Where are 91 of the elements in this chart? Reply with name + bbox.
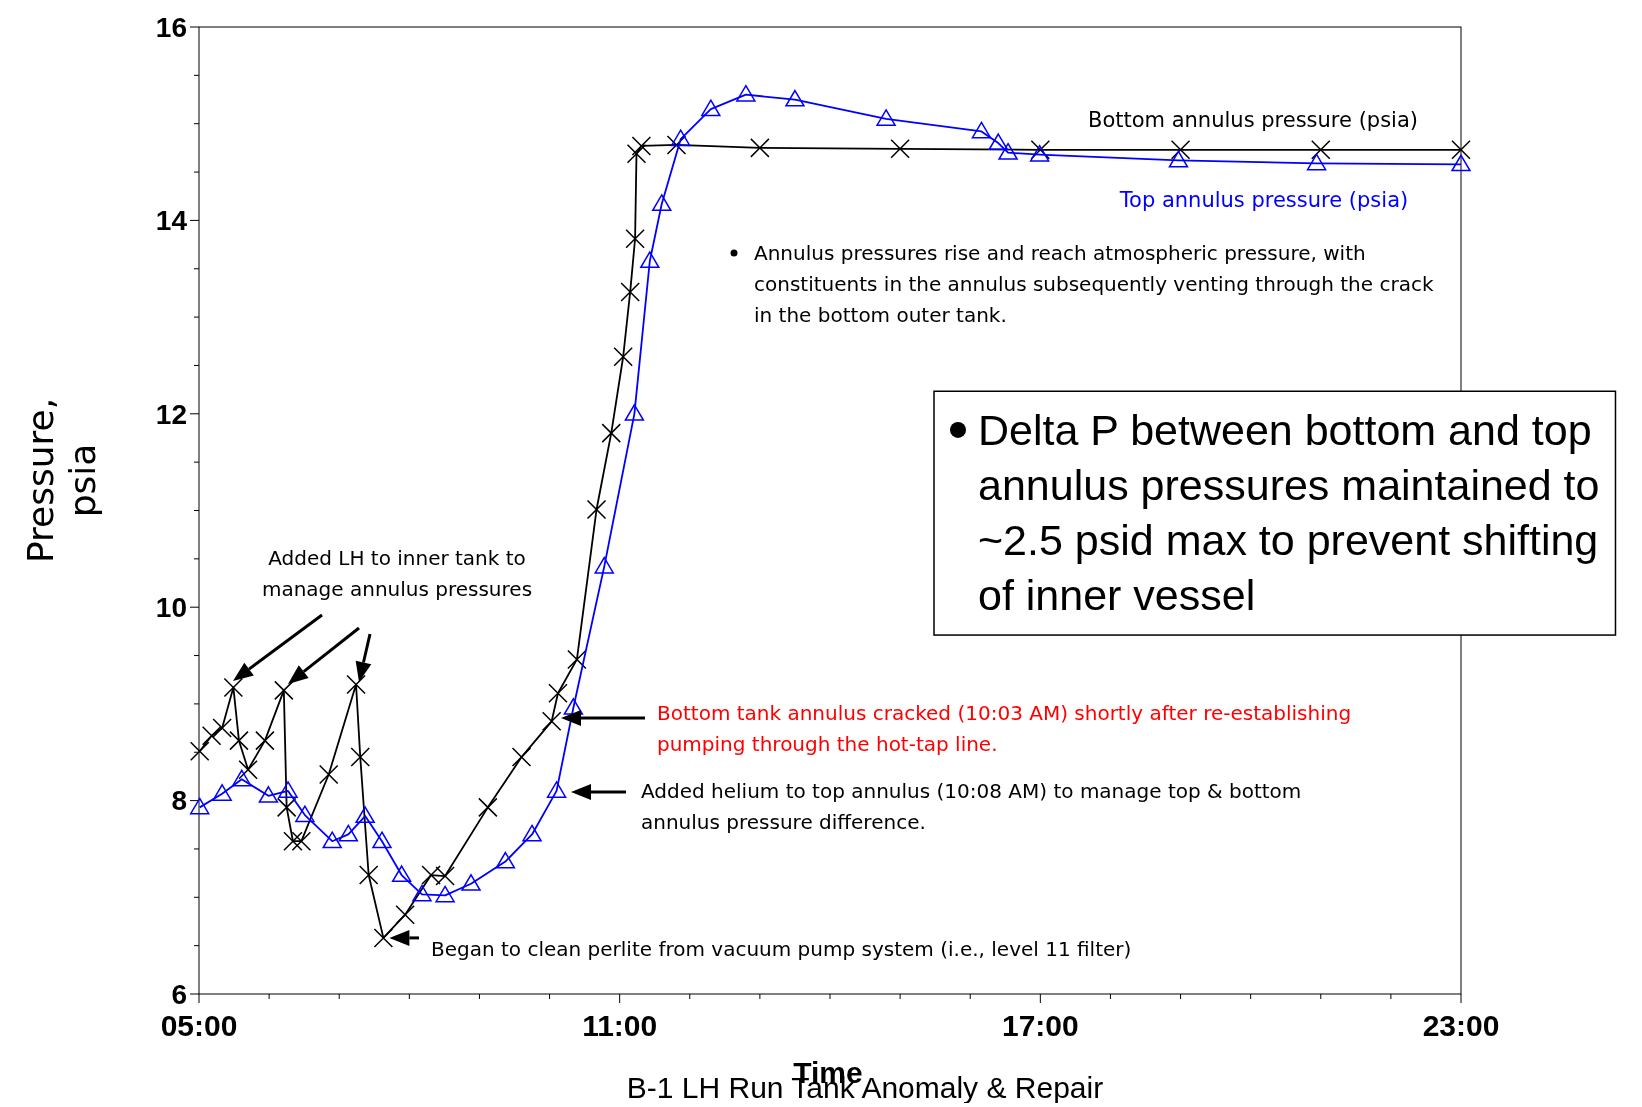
x-tick-label: 17:00 [1001, 1009, 1079, 1042]
x-tick-label: 05:00 [160, 1009, 238, 1042]
point [478, 797, 498, 818]
point [223, 677, 244, 698]
y-axis-title: Pressure, psia [20, 397, 103, 564]
point [736, 84, 756, 102]
point [212, 784, 232, 801]
annotation: Added helium to top annulus (10:08 AM) to manage top & bottom annulus pressure difference. [641, 779, 1302, 834]
point [1030, 140, 1051, 160]
point [232, 769, 252, 787]
point [971, 121, 992, 139]
point [318, 764, 339, 785]
annotation: Bottom tank annulus cracked (10:03 AM) shortly after re-establishing pumping through the hot-tap line. [657, 701, 1352, 756]
y-tick-label: 16 [155, 11, 187, 43]
annotation: Added LH to inner tank to manage annulus pressures [261, 546, 533, 601]
point [890, 139, 910, 159]
point [338, 824, 359, 842]
point [412, 884, 432, 902]
point [1170, 140, 1191, 160]
point [625, 229, 645, 249]
point [701, 99, 721, 117]
point [350, 747, 371, 767]
point [276, 797, 297, 818]
point [1029, 144, 1050, 162]
point [624, 404, 645, 421]
point [255, 730, 275, 751]
annotation: Began to clean perlite from vacuum pump system (i.e., level 11 filter) [431, 937, 1132, 961]
point [988, 133, 1009, 151]
point [1306, 153, 1327, 171]
point [346, 674, 366, 695]
point [522, 824, 542, 842]
point [238, 759, 258, 780]
x-tick-label: 11:00 [582, 1009, 658, 1042]
y-tick-label: 8 [171, 785, 187, 817]
x-tick-label: 23:00 [1422, 1009, 1500, 1042]
point [586, 499, 607, 520]
point [1311, 140, 1331, 160]
point [666, 135, 687, 155]
annotation: Delta P between bottom and top annulus pressures maintained to ~2.5 psid max to prevent shifting of inner vessel [978, 406, 1600, 620]
point [291, 831, 312, 851]
point [511, 747, 532, 767]
point [594, 556, 614, 574]
point [358, 865, 379, 885]
point [541, 711, 562, 732]
point [626, 143, 647, 164]
series-label: Top annulus pressure (psia) [1118, 188, 1409, 212]
point [258, 786, 279, 803]
point [620, 282, 640, 302]
point [435, 885, 455, 903]
y-tick-label: 6 [171, 978, 187, 1010]
point [355, 806, 375, 824]
point [670, 129, 691, 147]
point [201, 726, 222, 746]
point [1168, 150, 1189, 168]
point [563, 698, 584, 715]
point [998, 142, 1018, 160]
point [567, 649, 587, 670]
point [651, 194, 672, 212]
point [189, 741, 210, 762]
point [640, 251, 660, 269]
point [212, 718, 232, 738]
point [613, 347, 633, 367]
point [274, 680, 294, 701]
point [283, 831, 303, 851]
point [372, 831, 392, 849]
point [189, 797, 210, 815]
y-tick-label: 14 [155, 205, 188, 237]
point [785, 89, 805, 107]
point [391, 865, 412, 883]
point [278, 781, 298, 798]
point [435, 866, 455, 886]
point [876, 109, 896, 126]
point [322, 831, 342, 849]
point [495, 851, 516, 869]
point [421, 865, 441, 885]
annotation: Annulus pressures rise and reach atmospheric pressure, with constituents in the annulus subsequently venting through the crack in the bottom outer tank. [754, 241, 1434, 327]
point [631, 136, 652, 156]
point [1451, 154, 1471, 172]
series-label: Bottom annulus pressure (psia) [1087, 108, 1419, 132]
point [601, 423, 621, 443]
y-tick-label: 12 [155, 398, 187, 430]
point [295, 805, 315, 823]
point [229, 730, 249, 751]
point [546, 781, 567, 798]
point [373, 928, 394, 948]
point [461, 874, 481, 891]
point [750, 138, 770, 158]
point [548, 683, 568, 704]
point [1451, 140, 1471, 160]
y-tick-label: 10 [155, 592, 187, 623]
point [395, 904, 415, 925]
